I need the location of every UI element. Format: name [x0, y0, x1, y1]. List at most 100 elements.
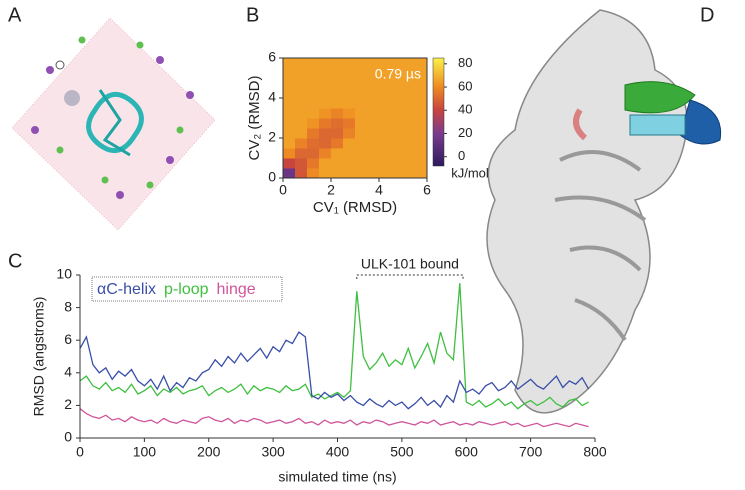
heat-cell [283, 68, 296, 79]
heat-cell [355, 138, 368, 149]
heat-cell [355, 168, 368, 179]
heat-cell [355, 88, 368, 99]
y-axis-label: CV₂ (RMSD) [246, 76, 263, 161]
heat-cell [379, 98, 392, 109]
heat-cell [319, 98, 332, 109]
heat-cell [391, 88, 404, 99]
heat-cell [343, 148, 356, 159]
x-axis-label: CV₁ (RMSD) [313, 199, 397, 216]
heat-cell [307, 148, 320, 159]
heat-cell [307, 108, 320, 119]
heat-cell [307, 138, 320, 149]
heat-cell [295, 98, 308, 109]
heat-cell [283, 118, 296, 129]
colorbar-tick-label: 60 [458, 78, 472, 93]
heat-cell [379, 158, 392, 169]
heat-cell [391, 168, 404, 179]
heat-cell [379, 108, 392, 119]
heat-cell [391, 138, 404, 149]
heat-cell [355, 68, 368, 79]
x-tick-label: 600 [455, 444, 479, 460]
heat-cell [331, 108, 344, 119]
heat-cell [355, 148, 368, 159]
heat-cell [307, 158, 320, 169]
heat-cell [331, 168, 344, 179]
heat-cell [283, 148, 296, 159]
heat-cell [331, 148, 344, 159]
heat-cell [283, 88, 296, 99]
heat-cell [415, 148, 428, 159]
colorbar-label: kJ/mol [451, 165, 489, 180]
legend-label: hinge [217, 281, 256, 298]
heat-cell [343, 138, 356, 149]
heat-cell [379, 118, 392, 129]
heat-cell [295, 138, 308, 149]
heat-cell [391, 148, 404, 159]
heat-cell [283, 58, 296, 69]
annotation: ULK-101 bound [361, 256, 459, 272]
heat-cell [415, 78, 428, 89]
heat-cell [295, 158, 308, 169]
heat-cell [403, 98, 416, 109]
legend-label: αC-helix [97, 281, 156, 298]
heat-cell [367, 98, 380, 109]
heat-cell [331, 158, 344, 169]
heat-cell [367, 148, 380, 159]
heat-cell [319, 158, 332, 169]
heat-cell [355, 78, 368, 89]
heat-cell [415, 168, 428, 179]
heat-cell [379, 88, 392, 99]
heat-cell [415, 128, 428, 139]
heat-cell [331, 118, 344, 129]
y-tick-label: 4 [268, 89, 276, 105]
heat-cell [343, 118, 356, 129]
heat-cell [355, 128, 368, 139]
heat-cell [403, 118, 416, 129]
heat-cell [307, 68, 320, 79]
heat-cell [367, 158, 380, 169]
heat-cell [367, 138, 380, 149]
colorbar-tick-label: 20 [458, 125, 472, 140]
heat-cell [319, 118, 332, 129]
heat-cell [295, 128, 308, 139]
heat-cell [403, 148, 416, 159]
heat-cell [307, 168, 320, 179]
heat-cell [415, 118, 428, 129]
heat-cell [415, 158, 428, 169]
heat-cell [391, 108, 404, 119]
heat-cell [355, 58, 368, 69]
heat-cell [295, 58, 308, 69]
heat-cell [355, 108, 368, 119]
x-tick-label: 0 [279, 182, 287, 198]
annotation: 0.79 µs [375, 66, 421, 82]
heat-cell [307, 118, 320, 129]
panel-label: A [8, 4, 22, 26]
colorbar [432, 57, 445, 167]
y-tick-label: 10 [56, 266, 72, 282]
plot-frame [282, 57, 428, 179]
heat-cell [403, 168, 416, 179]
x-tick-label: 400 [326, 444, 350, 460]
heat-cell [403, 78, 416, 89]
x-tick-label: 0 [76, 444, 84, 460]
y-tick-label: 2 [268, 129, 276, 145]
x-tick-label: 300 [261, 444, 285, 460]
heat-cell [319, 78, 332, 89]
heat-cell [331, 138, 344, 149]
heat-cell [367, 128, 380, 139]
y-tick-label: 8 [64, 298, 72, 314]
heat-cell [319, 168, 332, 179]
heat-cell [403, 88, 416, 99]
heat-cell [283, 108, 296, 119]
heat-cell [343, 98, 356, 109]
x-tick-label: 800 [583, 444, 607, 460]
heat-cell [331, 88, 344, 99]
heat-cell [403, 158, 416, 169]
panel-d-illustration [486, 9, 722, 414]
heat-cell [379, 128, 392, 139]
heat-cell [391, 128, 404, 139]
heat-cell [391, 68, 404, 79]
y-tick-label: 4 [64, 364, 72, 380]
heat-cell [319, 128, 332, 139]
heat-cell [403, 128, 416, 139]
